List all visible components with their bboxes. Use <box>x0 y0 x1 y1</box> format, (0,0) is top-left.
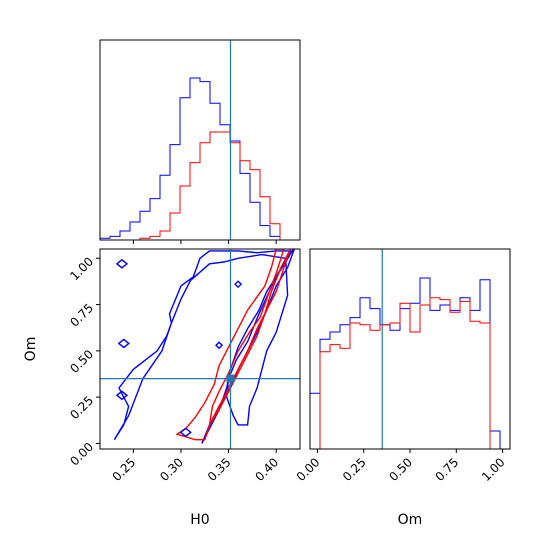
x-axis-label-om: Om <box>398 512 423 528</box>
h0-marginal-panel <box>99 39 301 244</box>
joint-frame <box>99 248 301 450</box>
y-axis-label-om: Om <box>23 337 39 362</box>
histogram-series-blue <box>100 77 300 240</box>
contour-island-blue <box>215 341 224 350</box>
contour-blue-0 <box>113 250 292 441</box>
histogram-series-red <box>310 297 510 449</box>
histogram-series-red <box>100 131 300 240</box>
joint-truth-marker <box>226 374 235 383</box>
om-histogram-series <box>310 277 510 449</box>
h0-histogram-series <box>100 77 300 240</box>
x-axis-label-h0: H0 <box>190 512 209 528</box>
h0-marginal-ticks <box>132 240 277 244</box>
h0-marginal-frame <box>99 39 301 241</box>
contour-island-blue <box>115 390 129 401</box>
contour-island-blue <box>234 280 243 289</box>
contour-island-blue <box>179 427 192 438</box>
contour-island-blue <box>117 338 130 349</box>
contour-island-blue <box>115 258 129 269</box>
